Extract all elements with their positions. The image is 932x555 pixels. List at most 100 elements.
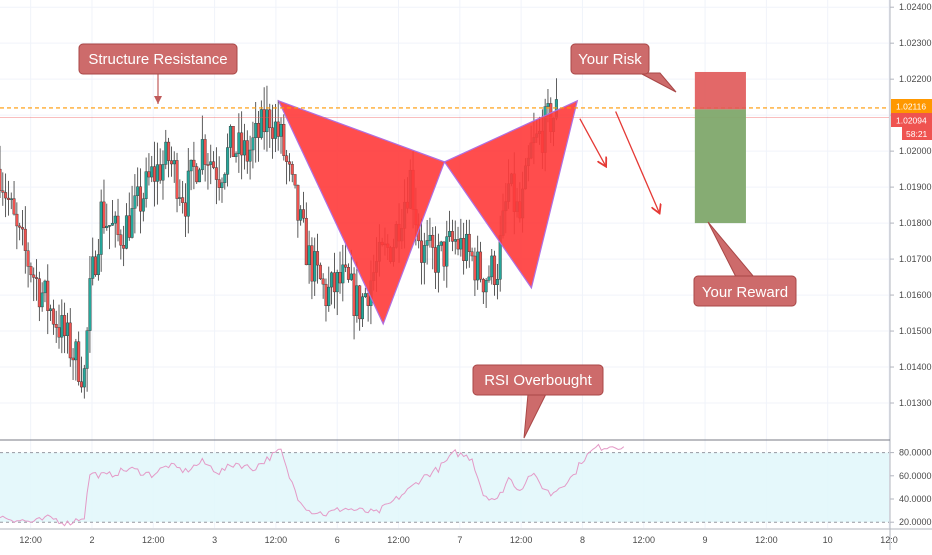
candle-body [462, 238, 466, 261]
candle-body [299, 209, 303, 221]
price-axis[interactable]: 1.024001.023001.022001.021001.020001.019… [889, 0, 932, 550]
candle-body [313, 251, 317, 282]
candle-body [198, 169, 202, 183]
candle [133, 174, 137, 234]
candle-body [186, 170, 190, 217]
risk-box[interactable] [694, 71, 746, 110]
candle [105, 203, 109, 231]
candle [94, 250, 98, 277]
time-tick-label: 9 [703, 535, 708, 545]
candle [257, 111, 261, 162]
rsi-tick-label: 20.0000 [899, 517, 932, 527]
candle-body [290, 164, 294, 175]
candle-body [330, 272, 334, 288]
candle [192, 141, 196, 190]
candle-body [273, 121, 277, 139]
svg-text:1.02116: 1.02116 [896, 102, 926, 112]
candle-body [487, 276, 491, 281]
candle-body [355, 285, 359, 316]
candle [85, 327, 89, 392]
candle-body [108, 225, 112, 227]
candle-body [490, 255, 494, 278]
candle [175, 152, 179, 213]
candle [40, 282, 44, 312]
candle [344, 243, 348, 273]
candle [459, 218, 463, 257]
candle [268, 103, 272, 148]
candle-body [192, 159, 196, 167]
candle-body [54, 324, 58, 328]
candle-body [181, 197, 185, 203]
rsi-panel [0, 443, 889, 527]
price-tick-label: 1.01800 [899, 218, 932, 228]
callout-your-reward[interactable]: Your Reward [693, 221, 797, 307]
candle-body [301, 209, 305, 219]
svg-text:58:21: 58:21 [906, 129, 928, 139]
candle-body [147, 171, 151, 178]
candle-body [450, 231, 454, 242]
candle-body [467, 233, 471, 252]
candle-body [327, 286, 331, 307]
candle [254, 101, 258, 163]
candle-body [9, 198, 13, 200]
candle [82, 364, 86, 399]
candle-body [464, 233, 468, 261]
candle-body [242, 140, 246, 156]
candle-body [212, 161, 216, 168]
candle [242, 123, 246, 170]
candle-body [32, 274, 36, 278]
candle [68, 308, 72, 367]
candle-body [49, 308, 53, 311]
candle [490, 248, 494, 285]
candle-body [183, 202, 187, 217]
price-tick-label: 1.02000 [899, 146, 932, 156]
pattern-triangle-right [443, 99, 579, 290]
candle-body [316, 251, 320, 266]
candle-body [310, 245, 314, 282]
candle [467, 219, 471, 268]
time-tick-label: 12:00 [510, 535, 533, 545]
candle-body [175, 160, 179, 199]
callout-structure-resistance[interactable]: Structure Resistance [78, 43, 238, 104]
candle-body [352, 273, 356, 316]
candle [223, 172, 227, 190]
candle [164, 129, 168, 170]
candle-body [484, 280, 488, 293]
reward-box[interactable] [694, 109, 746, 224]
candle-body [71, 357, 75, 361]
candle-body [63, 315, 67, 336]
candle [262, 87, 266, 150]
callout-rsi-overbought[interactable]: RSI Overbought [472, 364, 604, 439]
candle [51, 299, 55, 335]
candle-body [335, 272, 339, 293]
candle-body [338, 272, 342, 284]
candle-body [68, 322, 72, 359]
time-tick-label: 2 [89, 535, 94, 545]
candle-body [245, 140, 249, 162]
candle [198, 167, 202, 183]
candle-body [265, 109, 269, 133]
candle-body [234, 153, 238, 157]
candle-body [217, 179, 221, 188]
candle [316, 233, 320, 284]
candle-body [12, 198, 16, 215]
candle [99, 189, 103, 272]
candle [304, 202, 308, 266]
callout-your-risk[interactable]: Your Risk [570, 43, 677, 93]
candle [436, 233, 440, 293]
candle-body [248, 149, 252, 162]
candle [251, 121, 255, 169]
candle [453, 220, 457, 255]
time-tick-label: 12:0 [880, 535, 898, 545]
candle-body [40, 292, 44, 308]
candle-body [445, 236, 449, 267]
candle [127, 192, 131, 241]
time-tick-label: 12:00 [142, 535, 165, 545]
candle [186, 148, 190, 234]
candle-body [144, 171, 148, 199]
candle [37, 271, 41, 322]
time-axis[interactable]: 12:00 2 12:00 3 12:00 6 12:00 7 12:00 8 12:00 9 12:0… [19, 535, 897, 545]
candle-body [153, 166, 157, 182]
position-box[interactable] [694, 71, 746, 224]
